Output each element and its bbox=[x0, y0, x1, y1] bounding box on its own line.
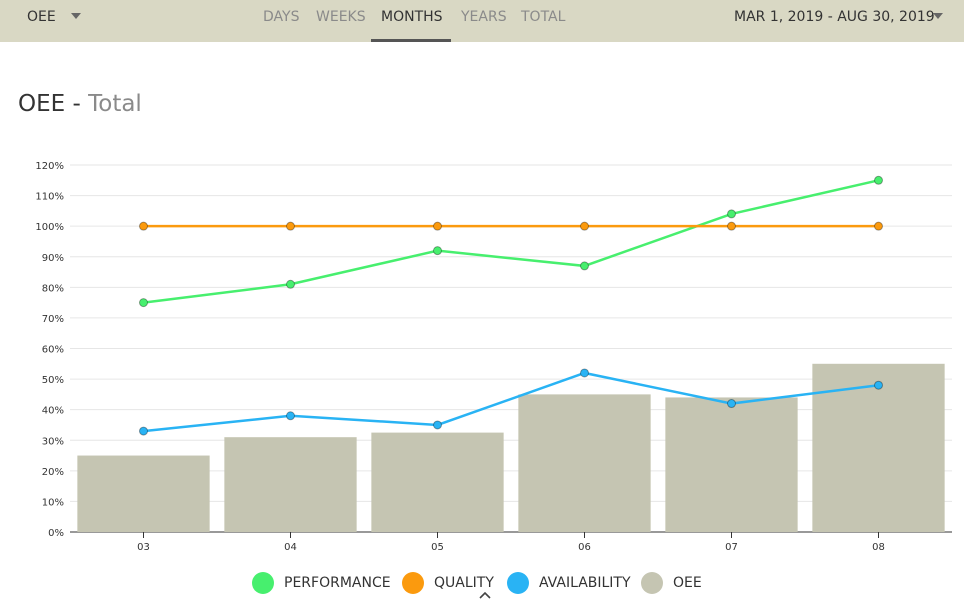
tab-months[interactable]: MONTHS bbox=[381, 9, 443, 25]
date-range-dropdown[interactable]: MAR 1, 2019 - AUG 30, 2019 bbox=[704, 0, 964, 42]
legend-item-oee[interactable]: OEE bbox=[641, 572, 702, 594]
legend-dot-performance bbox=[252, 572, 274, 594]
legend-item-performance[interactable]: PERFORMANCE bbox=[252, 572, 391, 594]
chart-legend: PERFORMANCE QUALITY AVAILABILITY OEE bbox=[0, 566, 964, 596]
quality-point bbox=[433, 221, 442, 231]
tab-years[interactable]: YEARS bbox=[461, 9, 507, 25]
oee-chart: 0% 10% 20% 30% 40% 50% 60% 70% 80% 90% 100% 110% 120… bbox=[35, 161, 952, 553]
chevron-down-icon bbox=[71, 13, 81, 19]
legend-item-availability[interactable]: AVAILABILITY bbox=[507, 572, 631, 594]
oee-bar bbox=[665, 397, 798, 532]
y-tick-label: 20% bbox=[42, 467, 64, 478]
y-tick-label: 90% bbox=[42, 253, 64, 264]
quality-point bbox=[286, 221, 295, 231]
performance-point bbox=[874, 175, 883, 185]
legend-dot-oee bbox=[641, 572, 663, 594]
y-tick-label: 40% bbox=[42, 406, 64, 417]
availability-point bbox=[139, 426, 148, 436]
tab-days[interactable]: DAYS bbox=[263, 9, 300, 25]
x-tick-label: 04 bbox=[284, 542, 297, 553]
performance-point bbox=[139, 298, 148, 308]
x-tick-label: 08 bbox=[872, 542, 885, 553]
performance-point bbox=[286, 279, 295, 289]
availability-point bbox=[874, 380, 883, 390]
performance-line bbox=[143, 179, 879, 304]
legend-item-quality[interactable]: QUALITY bbox=[402, 572, 494, 594]
y-tick-label: 30% bbox=[42, 436, 64, 447]
date-range-value: MAR 1, 2019 - AUG 30, 2019 bbox=[734, 9, 935, 25]
y-tick-label: 120% bbox=[35, 161, 64, 172]
availability-point bbox=[727, 399, 736, 409]
oee-bar bbox=[77, 455, 210, 532]
legend-dot-quality bbox=[402, 572, 424, 594]
legend-label-quality: QUALITY bbox=[434, 575, 494, 591]
chevron-down-icon bbox=[933, 13, 943, 19]
quality-point bbox=[874, 221, 883, 231]
y-tick-label: 70% bbox=[42, 314, 64, 325]
y-tick-label: 10% bbox=[42, 497, 64, 508]
legend-dot-availability bbox=[507, 572, 529, 594]
availability-point bbox=[433, 420, 442, 430]
y-tick-label: 0% bbox=[48, 528, 64, 539]
oee-bar bbox=[518, 394, 651, 532]
top-toolbar: OEE DAYS WEEKS MONTHS YEARS TOTAL MAR 1,… bbox=[0, 0, 964, 42]
performance-point bbox=[580, 261, 589, 271]
x-tick-label: 05 bbox=[431, 542, 444, 553]
quality-point bbox=[139, 221, 148, 231]
tab-weeks[interactable]: WEEKS bbox=[316, 9, 366, 25]
period-tabs: DAYS WEEKS MONTHS YEARS TOTAL bbox=[0, 0, 964, 42]
page-title-separator: - bbox=[72, 91, 81, 117]
metric-dropdown-value: OEE bbox=[27, 9, 56, 25]
page-title-main: OEE bbox=[18, 91, 66, 117]
availability-point bbox=[580, 368, 589, 378]
availability-line bbox=[143, 371, 879, 433]
page-title: OEE - Total bbox=[18, 91, 142, 117]
x-tick-label: 03 bbox=[137, 542, 150, 553]
active-tab-indicator bbox=[371, 39, 451, 42]
oee-bar bbox=[224, 437, 357, 532]
chevron-up-icon[interactable] bbox=[479, 592, 491, 599]
performance-point bbox=[727, 209, 736, 219]
y-tick-label: 60% bbox=[42, 345, 64, 356]
x-tick-label: 07 bbox=[725, 542, 738, 553]
tab-total[interactable]: TOTAL bbox=[521, 9, 566, 25]
y-tick-label: 110% bbox=[35, 192, 64, 203]
page-title-sub: Total bbox=[88, 91, 142, 117]
quality-point bbox=[727, 221, 736, 231]
legend-label-availability: AVAILABILITY bbox=[539, 575, 631, 591]
x-tick-label: 06 bbox=[578, 542, 591, 553]
y-tick-label: 80% bbox=[42, 283, 64, 294]
legend-label-performance: PERFORMANCE bbox=[284, 575, 391, 591]
oee-bar bbox=[371, 432, 504, 532]
legend-label-oee: OEE bbox=[673, 575, 702, 591]
y-tick-label: 50% bbox=[42, 375, 64, 386]
availability-point bbox=[286, 411, 295, 421]
metric-dropdown[interactable]: OEE bbox=[0, 0, 95, 42]
performance-point bbox=[433, 246, 442, 256]
quality-point bbox=[580, 221, 589, 231]
y-tick-label: 100% bbox=[35, 222, 64, 233]
